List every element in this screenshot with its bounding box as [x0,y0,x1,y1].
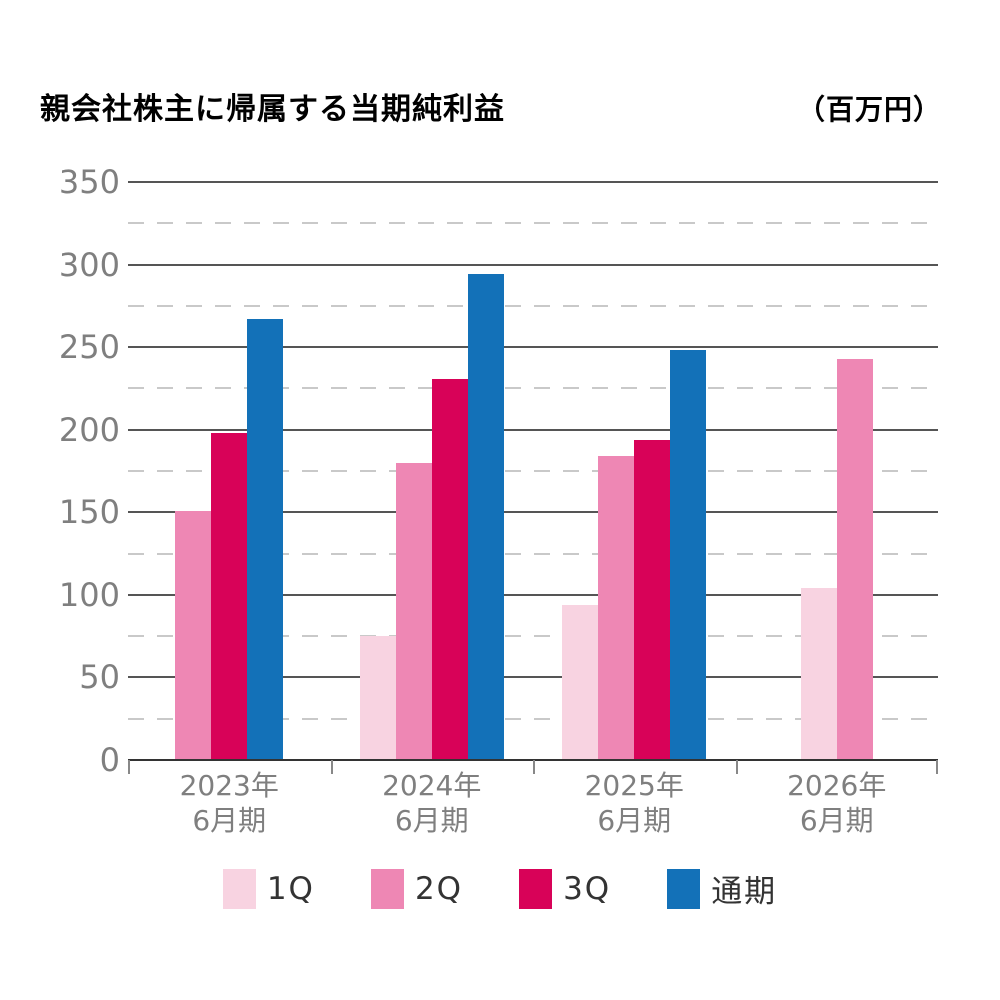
major-gridline-350 [128,181,938,183]
bar-2025年-3Q [634,439,671,760]
legend-label-1Q: 1Q [266,870,315,907]
bar-group-2023年 [128,182,331,760]
chart-header: 親会社株主に帰属する当期純利益 （百万円） [40,84,942,128]
y-tick-label-0: 0 [99,741,120,779]
bar-2024年-通期 [467,274,504,760]
minor-gridline-325 [128,222,938,225]
bar-2024年-1Q [359,636,396,760]
minor-gridline-75 [128,635,938,638]
bar-2025年-1Q [562,604,599,760]
major-gridline-100 [128,593,938,596]
x-axis-tick-0 [128,760,130,774]
bar-group-2024年 [331,182,534,760]
legend: 1Q 2Q 3Q 通期 [0,866,1000,911]
bar-2026年-2Q [836,358,873,760]
legend-label-2Q: 2Q [414,870,464,907]
legend-item-通期: 通期 [667,866,777,911]
legend-swatch-1Q [222,868,256,909]
x-category-label-2024年: 2024年 6月期 [382,769,482,837]
bar-group-2026年 [736,182,939,760]
bar-2023年-通期 [247,319,284,760]
y-tick-label-350: 350 [58,163,120,201]
legend-item-2Q: 2Q [370,868,464,909]
minor-gridline-175 [128,470,938,472]
x-category-label-2023年: 2023年 6月期 [179,769,279,837]
minor-gridline-25 [128,717,938,720]
legend-item-1Q: 1Q [222,868,315,909]
minor-gridline-125 [128,552,938,555]
bar-2023年-3Q [211,433,248,760]
legend-swatch-通期 [667,868,701,909]
legend-item-3Q: 3Q [519,868,612,909]
bar-2024年-2Q [395,462,432,760]
x-axis-tick-1 [331,760,333,774]
x-axis-tick-4 [936,760,938,774]
bar-2025年-2Q [598,456,635,760]
y-tick-label-100: 100 [58,575,120,614]
plot-area [128,181,939,774]
y-tick-label-50: 50 [79,658,120,697]
legend-label-3Q: 3Q [563,870,612,907]
bar-2025年-通期 [670,350,707,760]
x-category-label-2026年: 2026年 6月期 [787,769,887,837]
y-tick-label-250: 250 [58,328,120,367]
major-gridline-250 [128,346,938,349]
legend-swatch-2Q [370,868,404,909]
y-tick-label-300: 300 [58,245,120,284]
y-axis-labels: 0 50 100 150 200 250 300 350 [0,166,120,776]
chart-title: 親会社株主に帰属する当期純利益 [40,92,505,127]
y-tick-label-150: 150 [58,493,120,532]
bar-2024年-3Q [431,378,468,760]
bar-group-2025年 [533,182,736,760]
x-category-label-2025年: 2025年 6月期 [584,769,684,837]
major-gridline-200 [128,428,938,431]
bar-2023年-2Q [175,510,212,760]
bar-2026年-1Q [800,588,837,760]
major-gridline-50 [128,676,938,679]
y-tick-label-200: 200 [58,410,120,449]
legend-label-通期: 通期 [711,874,778,910]
legend-swatch-3Q [519,868,553,909]
unit-label: （百万円） [796,93,942,126]
major-gridline-150 [128,511,938,514]
minor-gridline-225 [128,387,938,390]
minor-gridline-275 [128,304,938,307]
x-axis-tick-2 [533,760,535,774]
x-axis-tick-3 [736,760,738,774]
major-gridline-300 [128,263,938,266]
